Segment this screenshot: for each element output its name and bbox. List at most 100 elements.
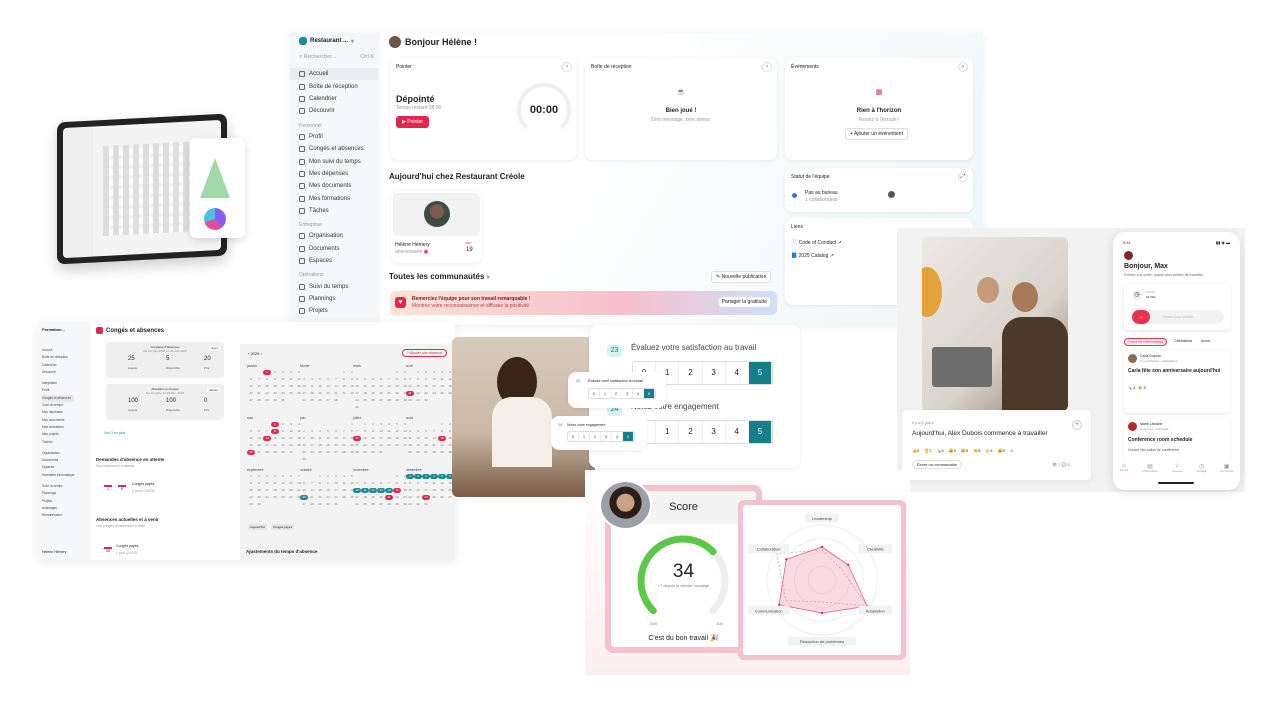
calendar-day[interactable]: 25 xyxy=(273,495,277,499)
calendar-day[interactable]: 24 xyxy=(310,450,314,454)
calendar-day[interactable]: 19 xyxy=(371,495,375,499)
add-event-button[interactable]: + Ajouter un événement xyxy=(845,128,908,140)
calendar-day[interactable]: 19 xyxy=(326,443,330,447)
calendar-day[interactable]: 10 xyxy=(353,488,361,493)
calendar-day[interactable]: 16 xyxy=(281,436,285,440)
calendar-day[interactable]: 23 xyxy=(371,443,375,447)
calendar-day[interactable]: 21 xyxy=(297,488,301,492)
calendar-day[interactable]: 31 xyxy=(334,502,338,506)
pointer-button[interactable]: ▶ Pointer xyxy=(396,116,430,128)
sidebar-item[interactable]: Calendrier xyxy=(290,93,378,105)
calendar-day[interactable]: 15 xyxy=(438,436,446,441)
calendar-day[interactable]: 19 xyxy=(395,436,399,440)
reaction[interactable]: 😀5 xyxy=(948,448,956,453)
calendar-day[interactable]: 14 xyxy=(387,384,391,388)
calendar-day[interactable]: 21 xyxy=(385,495,393,500)
sidebar-item[interactable]: Rémunération xyxy=(42,513,63,518)
calendar-day[interactable]: 12 xyxy=(350,481,354,485)
calendar-day[interactable]: 15 xyxy=(350,436,354,440)
reaction[interactable]: 👏5 xyxy=(973,448,981,453)
calendar-day[interactable]: 4 xyxy=(343,474,345,478)
add-reaction-icon[interactable]: + xyxy=(1072,420,1082,430)
calendar-day[interactable]: 28 xyxy=(334,398,338,402)
calendar-day[interactable]: 22 xyxy=(342,391,346,395)
calendar-day[interactable]: 17 xyxy=(334,488,338,492)
calendar-day[interactable]: 2 xyxy=(351,370,353,374)
calendar-day[interactable]: 14 xyxy=(297,481,301,485)
calendar-day[interactable]: 17 xyxy=(281,384,285,388)
calendar-day[interactable]: 4 xyxy=(388,422,390,426)
tab-bar-item[interactable]: ▣ Documents xyxy=(1220,463,1233,473)
calendar-day[interactable]: 29 xyxy=(408,502,412,506)
calendar-day[interactable]: 23 xyxy=(448,443,452,447)
calendar-day[interactable]: 10 xyxy=(265,481,269,485)
calendar-day[interactable]: 3 xyxy=(311,429,313,433)
calendar-day[interactable]: 3 xyxy=(356,481,358,485)
calendar-day[interactable]: 8 xyxy=(396,481,398,485)
calendar-day[interactable]: 13 xyxy=(334,436,338,440)
rating-option[interactable]: 5 xyxy=(623,432,634,441)
calendar-day[interactable]: 18 xyxy=(387,436,391,440)
sidebar-item[interactable]: Accueil xyxy=(290,68,378,81)
calendar-day[interactable]: 6 xyxy=(380,481,382,485)
calendar-day[interactable]: 4 xyxy=(290,370,292,374)
sidebar-item[interactable]: Plannings xyxy=(290,293,378,305)
calendar-day[interactable]: 10 xyxy=(432,377,436,381)
calendar-day[interactable]: 9 xyxy=(449,429,451,433)
calendar-day[interactable]: 21 xyxy=(355,443,359,447)
calendar-day[interactable]: 10 xyxy=(310,436,314,440)
calendar-day[interactable]: 19 xyxy=(249,443,253,447)
calendar-day[interactable]: 26 xyxy=(371,398,375,402)
calendar-day[interactable]: 11 xyxy=(432,481,436,485)
calendar-day[interactable]: 1 xyxy=(319,474,321,478)
calendar-day[interactable]: 16 xyxy=(273,384,277,388)
calendar-day[interactable]: 17 xyxy=(289,436,293,440)
calendar-day[interactable]: 15 xyxy=(393,488,401,493)
reaction[interactable]: 😊5 xyxy=(960,448,969,453)
sidebar-section[interactable]: Entreprise xyxy=(299,222,322,229)
calendar-day[interactable]: 28 xyxy=(342,450,346,454)
calendar-day[interactable]: 20 xyxy=(289,488,293,492)
calendar-day[interactable]: 25 xyxy=(289,391,293,395)
calendar-day[interactable]: 3 xyxy=(422,474,430,479)
tab-celebrations[interactable]: Célébrations xyxy=(1174,339,1193,343)
tab-bar-item[interactable]: ▤ Collaborateurs xyxy=(1142,463,1158,473)
calendar-day[interactable]: 13 xyxy=(249,384,253,388)
calendar-day[interactable]: 23 xyxy=(403,391,407,395)
calendar-day[interactable]: 18 xyxy=(408,443,412,447)
sidebar-item[interactable]: Mes dépenses xyxy=(42,410,63,415)
calendar-day[interactable]: 14 xyxy=(310,488,314,492)
sidebar-item[interactable]: Espaces xyxy=(42,465,55,470)
calendar-day[interactable]: 31 xyxy=(355,405,359,409)
calendar-day[interactable]: 9 xyxy=(372,429,374,433)
calendar-day[interactable]: 26 xyxy=(297,391,301,395)
tab-all-communities[interactable]: Toutes les communautés xyxy=(1124,338,1168,346)
link-catalog[interactable]: 📘 2025 Catalog ↗ xyxy=(791,253,834,259)
calendar-day[interactable]: 30 xyxy=(424,398,428,402)
calendar-day[interactable]: 31 xyxy=(379,450,383,454)
sidebar-section[interactable]: Opérations xyxy=(299,272,324,279)
calendar-day[interactable]: 1 xyxy=(396,370,398,374)
calendar-day[interactable]: 5 xyxy=(250,429,252,433)
calendar-day[interactable]: 27 xyxy=(289,495,293,499)
rating-option[interactable]: 0 xyxy=(589,389,600,398)
calendar-day[interactable]: 14 xyxy=(257,384,261,388)
calendar-day[interactable]: 6 xyxy=(303,481,305,485)
sidebar-item[interactable]: Projets xyxy=(42,498,52,503)
rating-option[interactable]: 3 xyxy=(601,432,612,441)
calendar-day[interactable]: 25 xyxy=(318,450,322,454)
calendar-day[interactable]: 4 xyxy=(319,429,321,433)
calendar-day[interactable]: 7 xyxy=(266,429,268,433)
birthday-card[interactable]: Hélène Hémery anniversaire ▣ mai 19 xyxy=(391,191,482,263)
calendar-day[interactable]: 26 xyxy=(395,443,399,447)
calendar-day[interactable]: 8 xyxy=(319,481,321,485)
calendar-day[interactable]: 29 xyxy=(273,450,277,454)
calendar-day[interactable]: 1 xyxy=(351,422,353,426)
sidebar-item[interactable]: Organisation xyxy=(290,230,378,242)
calendar-day[interactable]: 28 xyxy=(297,495,301,499)
calendar-day[interactable]: 15 xyxy=(363,436,367,440)
calendar-day[interactable]: 5 xyxy=(396,422,398,426)
calendar-day[interactable]: 17 xyxy=(310,443,314,447)
